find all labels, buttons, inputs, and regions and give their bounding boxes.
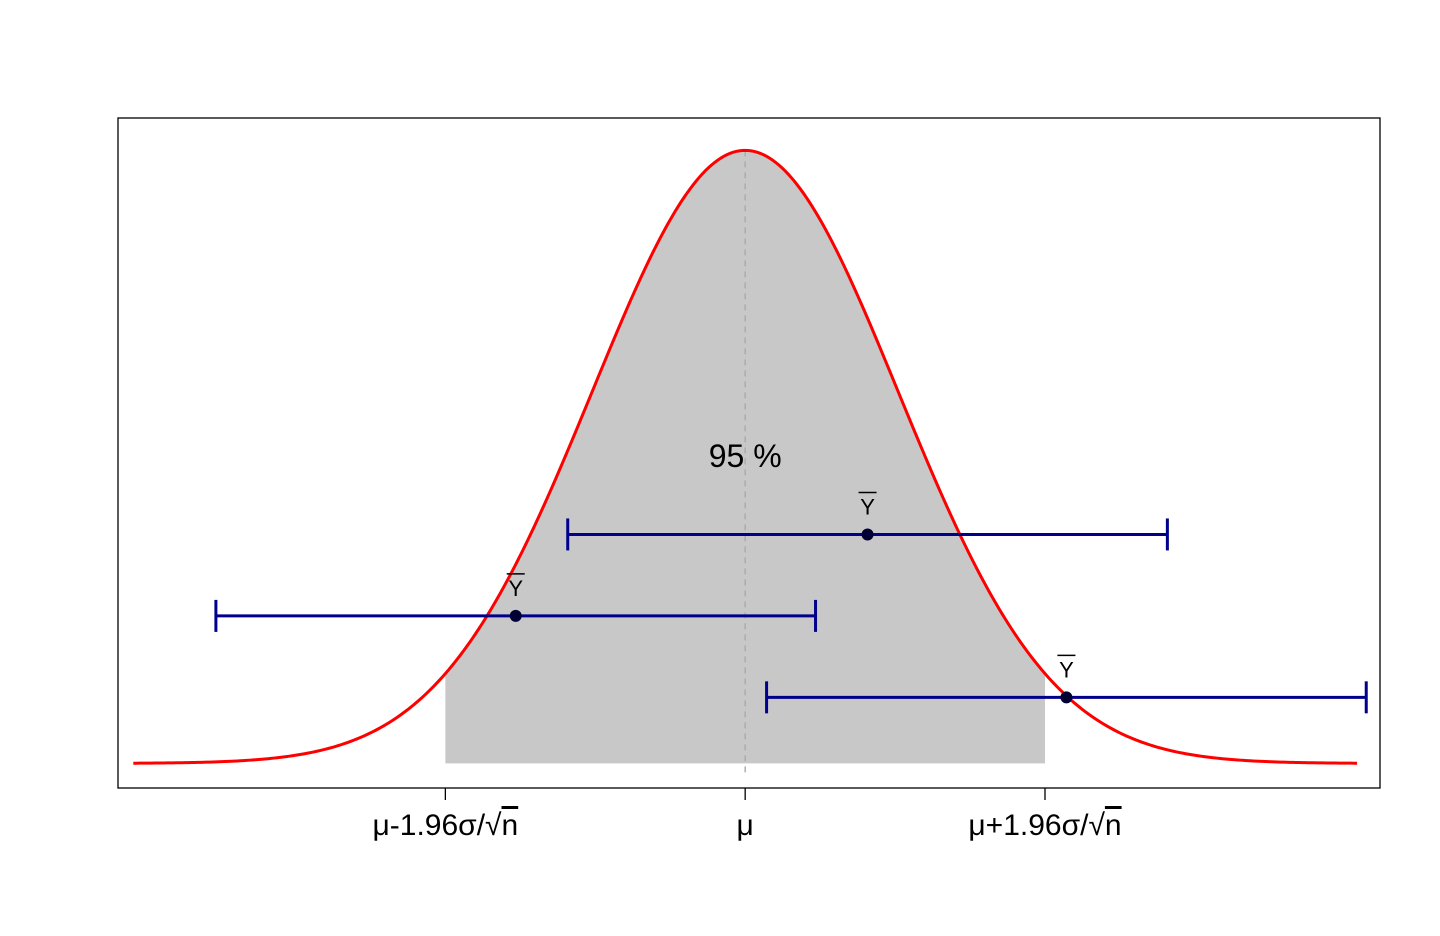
sample-mean-label: Y (1059, 657, 1074, 682)
interval-3: Y (765, 654, 1368, 714)
sample-mean-point (1060, 691, 1073, 704)
x-axis: μ-1.96σ/√n μ μ+1.96σ/√n (373, 788, 1122, 842)
confidence-intervals: Y Y Y (214, 491, 1368, 714)
plot-frame (117, 117, 1381, 789)
x-tick-label-1: μ-1.96σ/√n (373, 809, 519, 842)
sample-mean-point (861, 528, 874, 541)
interval-1: Y (566, 491, 1169, 551)
x-tick-label-2: μ (737, 809, 754, 842)
shaded-region-path (445, 150, 1045, 764)
sample-mean-label: Y (860, 494, 875, 519)
sample-mean-point (509, 609, 522, 622)
x-tick-label-3: μ+1.96σ/√n (968, 809, 1121, 842)
normal-density-curve (133, 148, 1358, 765)
interval-2: Y (214, 573, 818, 632)
coverage-label: 95 % (709, 438, 782, 474)
sample-mean-label: Y (508, 576, 523, 601)
shaded-area-95 (445, 150, 1045, 764)
